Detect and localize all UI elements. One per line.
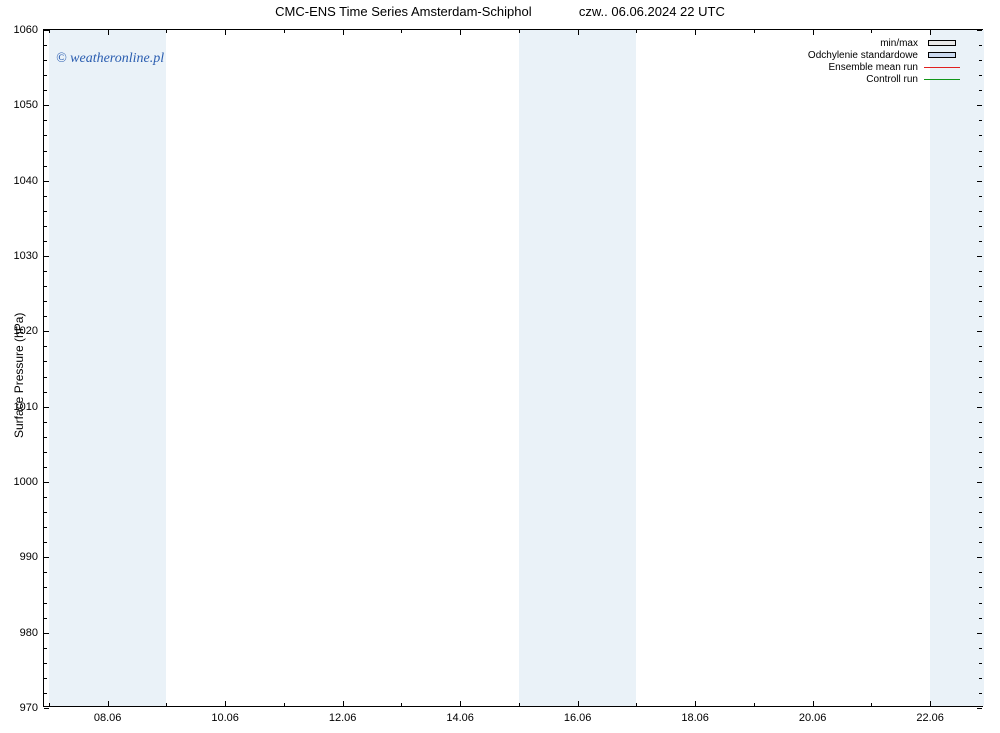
legend-swatch <box>924 74 960 84</box>
y-tick-label: 1050 <box>14 99 38 111</box>
y-tick-label: 1060 <box>14 24 38 36</box>
legend-item: Ensemble mean run <box>808 61 960 73</box>
legend-item: Odchylenie standardowe <box>808 49 960 61</box>
y-tick-label: 1030 <box>14 250 38 262</box>
plot-area: © weatheronline.pl min/maxOdchylenie sta… <box>43 29 983 707</box>
y-tick-label: 980 <box>20 627 38 639</box>
x-tick-label: 20.06 <box>799 712 827 724</box>
x-tick-label: 08.06 <box>94 712 122 724</box>
legend-swatch <box>924 62 960 72</box>
y-axis-label: Surface Pressure (hPa) <box>12 313 26 438</box>
legend-item: min/max <box>808 37 960 49</box>
legend-swatch <box>924 50 960 60</box>
x-tick-label: 22.06 <box>916 712 944 724</box>
y-tick-label: 970 <box>20 702 38 714</box>
x-tick-label: 10.06 <box>211 712 239 724</box>
chart-title-left: CMC-ENS Time Series Amsterdam-Schiphol <box>275 4 531 19</box>
watermark-text: weatheronline.pl <box>70 51 164 66</box>
watermark: © weatheronline.pl <box>56 51 164 67</box>
legend-label: Odchylenie standardowe <box>808 50 918 61</box>
weekend-shade <box>930 30 984 706</box>
chart-title: CMC-ENS Time Series Amsterdam-Schiphol c… <box>0 4 1000 19</box>
legend-label: Ensemble mean run <box>829 62 919 73</box>
watermark-prefix: © <box>56 51 70 66</box>
legend-label: Controll run <box>866 74 918 85</box>
legend-swatch <box>924 38 960 48</box>
chart-title-right: czw.. 06.06.2024 22 UTC <box>579 4 725 19</box>
legend-item: Controll run <box>808 73 960 85</box>
weekend-shade <box>519 30 637 706</box>
x-tick-label: 18.06 <box>681 712 709 724</box>
legend-label: min/max <box>880 38 918 49</box>
y-tick-label: 1000 <box>14 476 38 488</box>
weekend-shade <box>49 30 167 706</box>
y-tick-label: 990 <box>20 551 38 563</box>
x-tick-label: 14.06 <box>446 712 474 724</box>
x-tick-label: 16.06 <box>564 712 592 724</box>
x-tick-label: 12.06 <box>329 712 357 724</box>
chart-container: CMC-ENS Time Series Amsterdam-Schiphol c… <box>0 0 1000 733</box>
legend: min/maxOdchylenie standardoweEnsemble me… <box>808 37 960 85</box>
y-tick-label: 1040 <box>14 175 38 187</box>
